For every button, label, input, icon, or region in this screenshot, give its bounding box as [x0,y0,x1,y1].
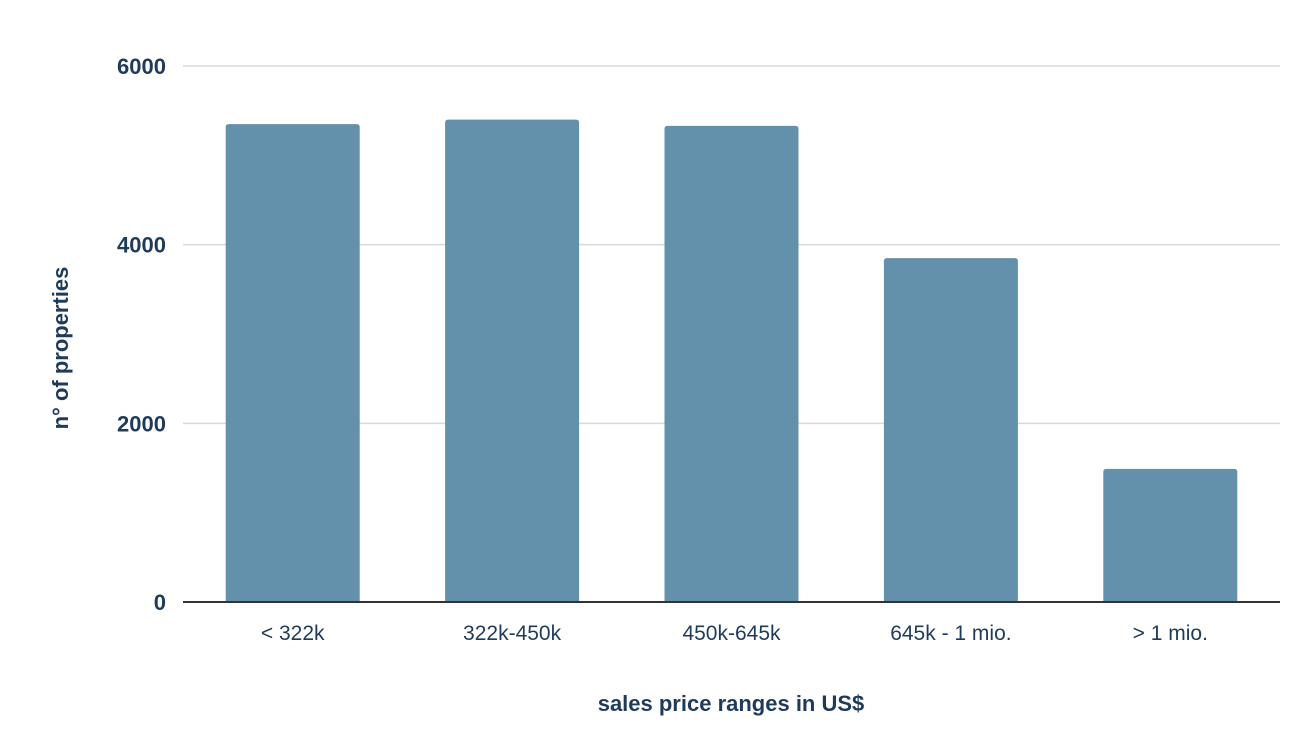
x-tick-label: < 322k [261,622,325,645]
y-tick-label: 4000 [117,233,166,258]
y-axis-title: n° of properties [48,267,73,430]
y-tick-label: 2000 [117,411,166,436]
bar [664,125,799,602]
bars [225,119,1238,603]
bar [883,258,1018,602]
bar [1103,468,1238,602]
x-axis-title: sales price ranges in US$ [598,691,865,716]
y-tick-label: 6000 [117,54,166,79]
y-tick-label: 0 [154,590,166,615]
x-tick-label: 450k-645k [682,622,781,645]
x-tick-label: 645k - 1 mio. [890,622,1011,645]
labels: 0 2000 4000 6000 < 322k 322k-450k 450k-645k 645… [117,54,1208,645]
bar [445,119,580,602]
x-tick-label: > 1 mio. [1133,622,1208,645]
bar [225,124,360,603]
x-tick-label: 322k-450k [463,622,562,645]
